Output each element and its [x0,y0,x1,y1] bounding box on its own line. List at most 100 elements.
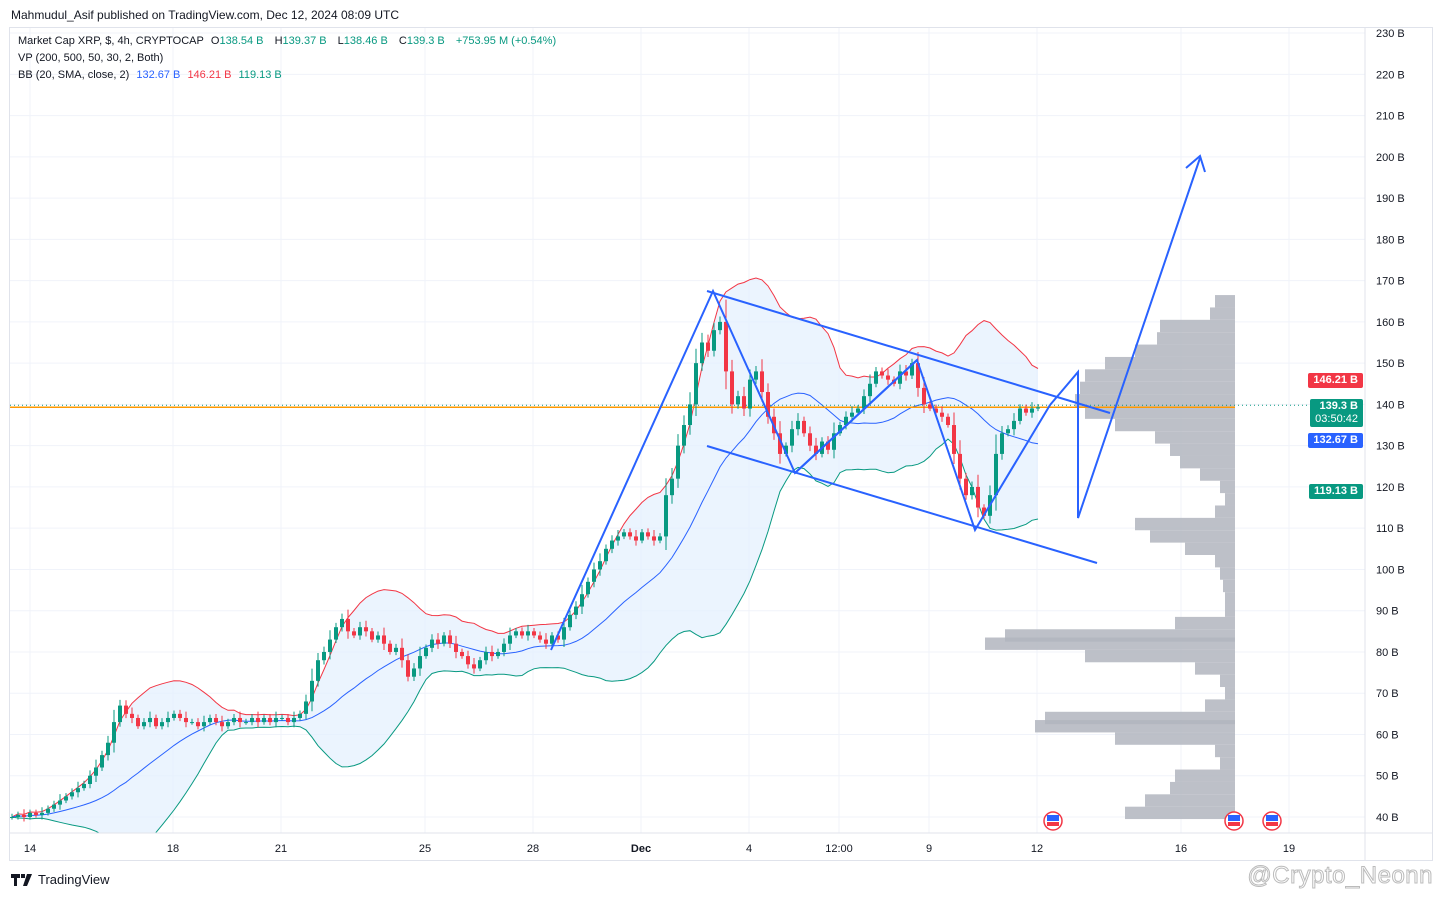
candle [10,813,14,820]
volume-profile-bar [1105,356,1235,370]
candle [454,635,458,659]
candle [742,386,746,416]
candle [334,622,338,644]
volume-profile-bar [1220,567,1235,580]
candle [340,613,344,632]
candle [754,366,758,384]
candle [544,633,548,649]
candle-body [910,363,914,376]
candle-body [814,445,818,454]
candle-body [148,717,152,723]
vp-legend[interactable]: VP (200, 500, 50, 30, 2, Both) [18,52,167,64]
candle-body [862,396,866,409]
y-tick-label: 170 B [1376,276,1405,288]
candle [1024,404,1028,416]
candle-body [466,656,470,665]
y-tick-label: 40 B [1376,812,1399,824]
x-tick-label: 9 [926,843,932,855]
candle-body [190,722,194,724]
channel-upper-trendline [706,290,1111,414]
candle [280,714,284,721]
candle [538,631,542,643]
candle-body [340,618,344,628]
candle [526,624,530,641]
candle [826,436,830,455]
bb-legend[interactable]: BB (20, SMA, close, 2) 132.67 B 146.21 B… [18,69,286,81]
volume-profile-bar [1135,344,1235,357]
us-flag-event-icon[interactable] [1262,811,1282,831]
y-tick-label: 210 B [1376,111,1405,123]
candle [838,421,842,436]
vp-label: VP (200, 500, 50, 30, 2, Both) [18,52,164,64]
y-tick-label: 140 B [1376,399,1405,411]
candle-body [334,627,338,640]
candle-body [256,717,260,723]
candle [928,401,932,412]
publisher-caption: Mahmudul_Asif published on TradingView.c… [11,8,400,22]
high-value: 139.37 B [282,35,327,47]
candle [640,529,644,544]
bb-label: BB (20, SMA, close, 2) [18,69,130,81]
bar-countdown: 03:50:42 [1315,413,1358,425]
candle [802,416,806,437]
candle-body [496,651,500,657]
candle [442,632,446,647]
candle [706,334,710,358]
candle [196,718,200,730]
candle [226,718,230,729]
candle-body [16,814,20,817]
candle [730,359,734,414]
candle-body [952,425,956,454]
volume-profile-bar [1155,431,1235,444]
volume-profile-bar [1175,616,1235,630]
candle-body [70,792,74,797]
candle-body [688,404,692,426]
candle [472,657,476,674]
us-flag-event-icon[interactable] [1043,811,1063,831]
candle-body [244,722,248,724]
candle [658,533,662,544]
candle [688,392,692,435]
candle-body [646,532,650,537]
candle [298,710,302,721]
volume-profile-bar [1075,394,1235,407]
candle [694,348,698,416]
candle-body [886,375,890,380]
bb-fill [12,278,1038,833]
candle-body [304,701,308,714]
x-tick-label: 14 [24,843,36,855]
candle-body [184,717,188,723]
candle-body [412,668,416,677]
volume-profile-bar [1085,406,1235,419]
candle-body [28,812,32,817]
candle [940,406,944,422]
candles [10,299,1040,822]
candle [664,478,668,550]
candle-body [10,817,14,818]
symbol-name[interactable]: Market Cap XRP, $, 4h, CRYPTOCAP [18,35,204,47]
candle-body [526,631,530,636]
tradingview-logo[interactable]: TradingView [11,872,110,887]
candle [82,780,86,791]
candle [460,648,464,659]
change-value: +753.95 M (+0.54%) [455,35,557,47]
y-tick-label: 190 B [1376,193,1405,205]
candle [232,714,236,726]
us-flag-event-icon[interactable] [1224,811,1244,831]
candle-body [220,722,224,727]
candle [304,694,308,720]
candle [322,646,326,665]
candle-body [652,536,656,541]
y-tick-label: 200 B [1376,152,1405,164]
candle [586,577,590,598]
x-tick-label: 16 [1175,843,1187,855]
candle [1000,426,1004,460]
volume-profile-bar [1115,732,1235,745]
candle [64,793,68,804]
volume-profile-bar [1145,794,1235,807]
candle-body [46,808,50,813]
volume-profile-bar [1215,554,1235,568]
candle [202,715,206,732]
candle-body [76,788,80,793]
